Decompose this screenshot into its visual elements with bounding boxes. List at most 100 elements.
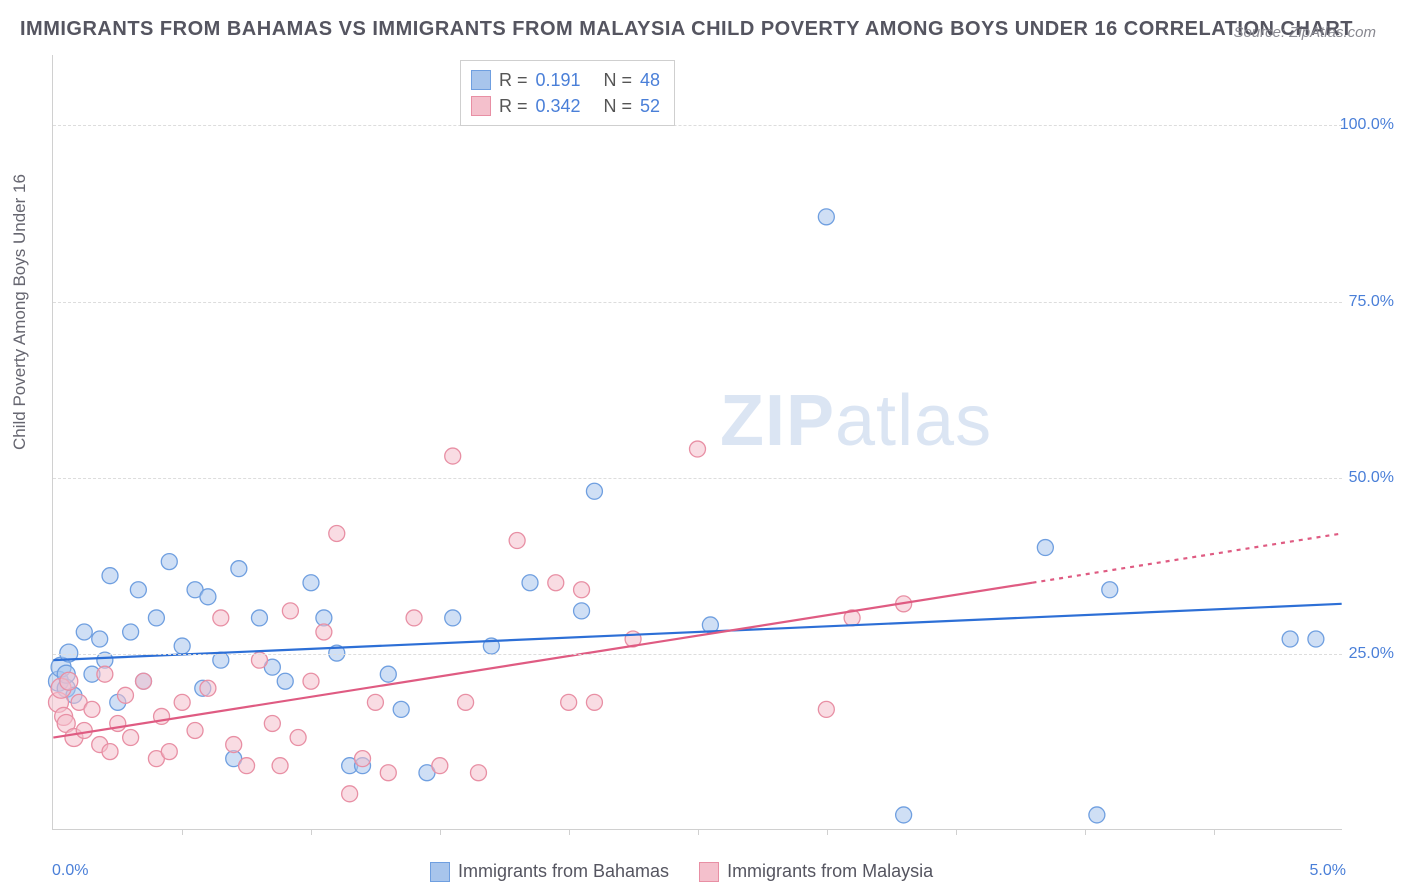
data-point [406, 610, 422, 626]
data-point [161, 744, 177, 760]
x-tick-mark [827, 829, 828, 835]
y-tick-label: 25.0% [1349, 645, 1394, 663]
data-point [586, 483, 602, 499]
data-point [187, 723, 203, 739]
x-tick-mark [698, 829, 699, 835]
data-point [1308, 631, 1324, 647]
data-point [102, 744, 118, 760]
data-point [84, 701, 100, 717]
data-point [380, 765, 396, 781]
x-tick-mark [1214, 829, 1215, 835]
correlation-legend: R =0.191N =48R =0.342N =52 [460, 60, 675, 126]
data-point [1037, 540, 1053, 556]
gridline [53, 125, 1342, 126]
data-point [200, 680, 216, 696]
legend-r-value: 0.191 [536, 67, 596, 93]
data-point [1089, 807, 1105, 823]
legend-r-label: R = [499, 93, 528, 119]
data-point [148, 610, 164, 626]
y-tick-label: 100.0% [1340, 116, 1394, 134]
x-tick-mark [182, 829, 183, 835]
data-point [329, 525, 345, 541]
data-point [367, 694, 383, 710]
legend-item: Immigrants from Malaysia [699, 861, 933, 882]
data-point [60, 672, 78, 690]
data-point [561, 694, 577, 710]
trend-line [53, 604, 1341, 660]
data-point [690, 441, 706, 457]
legend-r-label: R = [499, 67, 528, 93]
data-point [130, 582, 146, 598]
data-point [522, 575, 538, 591]
data-point [136, 673, 152, 689]
legend-swatch [699, 862, 719, 882]
x-tick-mark [1085, 829, 1086, 835]
x-axis-min-label: 0.0% [52, 862, 88, 880]
data-point [470, 765, 486, 781]
legend-item: Immigrants from Bahamas [430, 861, 669, 882]
data-point [303, 673, 319, 689]
data-point [818, 701, 834, 717]
legend-n-label: N = [604, 93, 633, 119]
gridline [53, 654, 1342, 655]
data-point [445, 448, 461, 464]
x-tick-mark [569, 829, 570, 835]
data-point [76, 624, 92, 640]
chart-svg [53, 55, 1342, 829]
data-point [818, 209, 834, 225]
data-point [380, 666, 396, 682]
data-point [432, 758, 448, 774]
gridline [53, 478, 1342, 479]
y-axis-label: Child Poverty Among Boys Under 16 [10, 174, 30, 450]
legend-swatch [430, 862, 450, 882]
legend-row: R = 0.191 N = 48 [471, 67, 660, 93]
data-point [548, 575, 564, 591]
data-point [1282, 631, 1298, 647]
legend-row: R =0.342N =52 [471, 93, 660, 119]
legend-n-label: N = [604, 67, 633, 93]
data-point [226, 737, 242, 753]
legend-n-value: 48 [640, 67, 660, 93]
legend-r-value: 0.342 [536, 93, 596, 119]
data-point [586, 694, 602, 710]
trend-line-extrapolated [1032, 533, 1341, 582]
chart-source: Source: ZipAtlas.com [1233, 24, 1376, 41]
data-point [161, 554, 177, 570]
data-point [574, 582, 590, 598]
data-point [355, 751, 371, 767]
data-point [251, 610, 267, 626]
data-point [76, 723, 92, 739]
data-point [303, 575, 319, 591]
data-point [102, 568, 118, 584]
data-point [97, 666, 113, 682]
data-point [231, 561, 247, 577]
data-point [174, 694, 190, 710]
gridline [53, 302, 1342, 303]
y-tick-label: 75.0% [1349, 293, 1394, 311]
legend-label: Immigrants from Bahamas [458, 861, 669, 882]
data-point [342, 786, 358, 802]
data-point [277, 673, 293, 689]
data-point [123, 624, 139, 640]
data-point [1102, 582, 1118, 598]
legend-swatch [471, 70, 491, 90]
data-point [200, 589, 216, 605]
data-point [445, 610, 461, 626]
trend-line [53, 583, 1032, 738]
data-point [239, 758, 255, 774]
x-tick-mark [311, 829, 312, 835]
chart-title: IMMIGRANTS FROM BAHAMAS VS IMMIGRANTS FR… [20, 18, 1353, 41]
data-point [509, 533, 525, 549]
data-point [896, 807, 912, 823]
y-tick-label: 50.0% [1349, 469, 1394, 487]
data-point [272, 758, 288, 774]
plot-area [52, 55, 1342, 830]
data-point [117, 687, 133, 703]
data-point [213, 610, 229, 626]
data-point [458, 694, 474, 710]
data-point [574, 603, 590, 619]
data-point [92, 631, 108, 647]
x-axis-max-label: 5.0% [1310, 862, 1346, 880]
legend-label: Immigrants from Malaysia [727, 861, 933, 882]
data-point [290, 730, 306, 746]
